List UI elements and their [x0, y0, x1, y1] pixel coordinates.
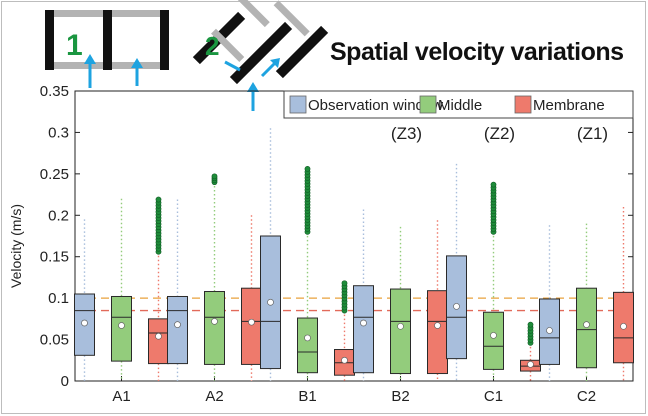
y-tick-label: 0.15	[40, 249, 69, 266]
mean-marker	[248, 318, 255, 326]
box-body	[297, 317, 318, 374]
mean-marker	[267, 298, 274, 306]
channel-wall-right	[160, 10, 169, 70]
box-membrane	[148, 196, 169, 381]
box-body	[167, 295, 188, 365]
box-middle	[204, 173, 225, 381]
outlier-point	[304, 165, 311, 172]
x-tick-label: A2	[205, 388, 223, 405]
chart-title: Spatial velocity variations	[330, 38, 624, 66]
flow-arrows-1	[84, 54, 143, 88]
channel-bottom-gray	[54, 62, 103, 69]
box-body	[390, 288, 411, 375]
mean-marker	[583, 321, 590, 329]
box-observation-window	[539, 225, 560, 381]
y-tick-label: 0.05	[40, 332, 69, 349]
box-membrane	[334, 280, 355, 381]
y-tick-label: 0.25	[40, 166, 69, 183]
angled-wall-right	[275, 25, 329, 79]
mean-marker	[211, 317, 218, 325]
angled-wall-middle	[229, 21, 293, 85]
box-body	[427, 290, 448, 375]
mean-marker	[304, 334, 311, 342]
mean-marker	[341, 356, 348, 364]
box-middle	[111, 198, 132, 381]
y-tick-label: 0.3	[48, 124, 69, 141]
box-body	[148, 318, 169, 365]
box-body	[353, 285, 374, 374]
box-body	[204, 291, 225, 365]
box-observation-window	[74, 219, 95, 381]
legend-swatch	[514, 95, 532, 114]
y-tick-label: 0.35	[40, 83, 69, 100]
y-tick-label: 0.1	[48, 290, 69, 307]
mean-marker	[453, 303, 460, 310]
mean-marker	[434, 322, 441, 329]
straight-channel-diagram: 1	[45, 10, 169, 88]
y-tick-label: 0.2	[48, 207, 69, 224]
outlier-point	[211, 173, 218, 180]
mean-marker	[155, 332, 162, 340]
zone-label: (Z3)	[391, 124, 422, 143]
box-body	[483, 311, 504, 370]
x-tick-label: B1	[298, 388, 316, 405]
angled-channel-diagram: 2	[192, 0, 329, 111]
outlier-point	[341, 280, 348, 287]
mean-marker	[620, 322, 627, 330]
box-observation-window	[446, 163, 467, 381]
outlier-point	[490, 181, 497, 188]
x-tick-label: B2	[391, 388, 409, 405]
mean-marker	[81, 319, 88, 327]
y-axis-label: Velocity (m/s)	[8, 204, 24, 288]
box-membrane	[427, 220, 448, 381]
box-body	[241, 287, 262, 365]
box-membrane	[241, 215, 262, 381]
zone-label: (Z1)	[577, 124, 608, 143]
box-observation-window	[167, 199, 188, 381]
flow-arrows-2	[224, 58, 280, 111]
mean-marker	[397, 322, 404, 330]
x-tick-label: A1	[112, 388, 130, 405]
box-middle	[483, 181, 504, 381]
box-middle	[390, 226, 411, 381]
channel-wall-left	[45, 10, 54, 70]
box-middle	[576, 223, 597, 381]
box-observation-window	[353, 209, 374, 381]
legend-swatch	[419, 95, 437, 114]
angled-gray-top	[230, 0, 270, 28]
outlier-point	[155, 196, 162, 203]
mean-marker	[490, 332, 497, 339]
legend-label: Observation window	[308, 97, 443, 114]
box-observation-window	[260, 128, 281, 381]
outlier-point	[527, 321, 534, 328]
box-middle	[297, 165, 318, 381]
channel-top-gray	[54, 10, 103, 17]
legend-swatch	[289, 95, 307, 114]
x-tick-label: C2	[577, 388, 596, 405]
legend-label: Membrane	[533, 97, 605, 114]
channel-wall-middle	[103, 10, 112, 70]
mean-marker	[527, 361, 534, 368]
channel-top-gray-2	[112, 10, 160, 17]
mean-marker	[174, 321, 181, 329]
y-tick-label: 0	[61, 373, 69, 390]
zone-label: (Z2)	[484, 124, 515, 143]
angled-gray-right	[273, 0, 310, 37]
angled-gray-bottom	[211, 28, 245, 62]
diagram-label-2: 2	[205, 31, 219, 61]
mean-marker	[360, 319, 367, 327]
box-membrane	[613, 207, 634, 381]
box-membrane	[520, 321, 541, 381]
mean-marker	[546, 327, 553, 334]
legend-box	[283, 90, 634, 119]
box-plot-area: 0 0.05 0.1 0.15 0.2 0.25 0.3 0.35 Velocity (m/s)…	[8, 83, 634, 405]
mean-marker	[118, 322, 125, 329]
diagram-label-1: 1	[66, 29, 83, 62]
x-tick-label: C1	[484, 388, 503, 405]
legend-label: Middle	[438, 97, 482, 114]
